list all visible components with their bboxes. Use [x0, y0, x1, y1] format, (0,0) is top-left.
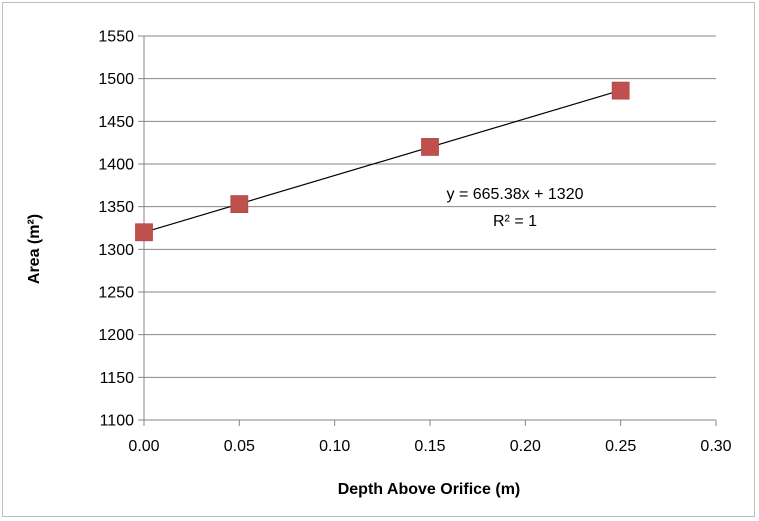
y-tick-label: 1550: [98, 29, 134, 46]
x-tick-label: 0.10: [319, 438, 350, 455]
y-tick-label: 1350: [98, 199, 134, 216]
trendline-group: [143, 89, 621, 233]
x-tick-label: 0.05: [224, 438, 255, 455]
x-tick-labels: 0.00 0.05 0.10 0.15 0.20 0.25 0.30: [128, 438, 731, 455]
x-tick-label: 0.25: [605, 438, 636, 455]
x-tick-label: 0.00: [128, 438, 159, 455]
y-tick-label: 1500: [98, 71, 134, 88]
x-tick-label: 0.30: [700, 438, 731, 455]
gridlines: [144, 35, 716, 378]
data-point: [230, 195, 249, 214]
y-tick-label: 1200: [98, 327, 134, 344]
y-tick-label: 1300: [98, 242, 134, 259]
x-tick-label: 0.15: [414, 438, 445, 455]
y-tick-label: 1250: [98, 285, 134, 302]
data-point: [611, 81, 630, 100]
y-tick-label: 1400: [98, 157, 134, 174]
data-point: [421, 138, 439, 156]
trendline: [143, 89, 621, 233]
trendline-equation: y = 665.38x + 1320: [447, 186, 584, 203]
data-point: [135, 223, 153, 242]
y-tick-label: 1150: [100, 370, 135, 387]
y-tick-label: 1450: [98, 114, 134, 131]
trendline-r2: R² = 1: [493, 213, 537, 230]
y-axis-title: Area (m²): [26, 214, 43, 284]
x-axis-title: Depth Above Orifice (m): [338, 481, 521, 498]
data-points: [135, 81, 630, 242]
y-tick-labels: 1100 1150 1200 1250 1300 1350 1400 1450 1500 1550: [98, 29, 134, 430]
y-tick-label: 1100: [100, 413, 135, 430]
x-tick-label: 0.20: [510, 438, 541, 455]
